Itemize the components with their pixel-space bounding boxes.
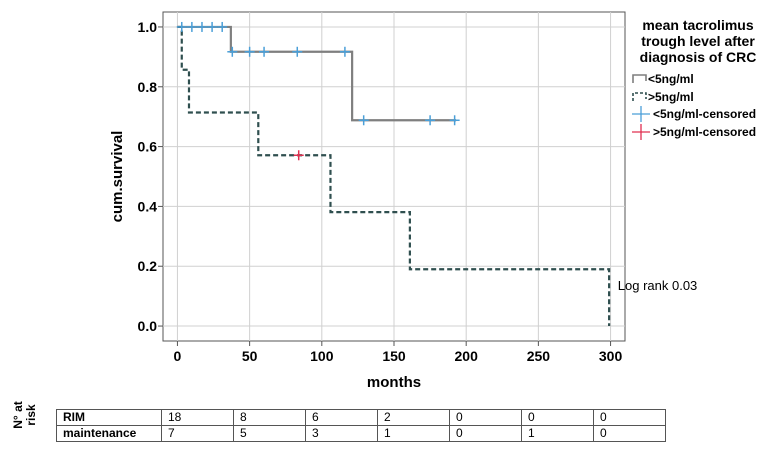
legend-label: >5ng/ml xyxy=(648,90,694,104)
risk-table-label-text: N° at risk xyxy=(11,401,38,429)
log-rank-annotation: Log rank 0.03 xyxy=(618,278,698,293)
risk-row-label: maintenance xyxy=(56,425,162,442)
x-tick-label: 300 xyxy=(599,348,623,364)
risk-count-cell: 0 xyxy=(449,425,522,442)
risk-count-cell: 0 xyxy=(593,425,666,442)
y-tick-label: 0.4 xyxy=(138,198,158,214)
risk-table-label: N° at risk xyxy=(2,392,48,438)
y-tick-label: 0.2 xyxy=(138,258,158,274)
risk-count-cell: 0 xyxy=(593,409,666,426)
risk-count-cell: 6 xyxy=(305,409,378,426)
legend-label: >5ng/ml-censored xyxy=(653,125,756,139)
legend-swatch xyxy=(632,74,647,83)
risk-count-cell: 0 xyxy=(449,409,522,426)
risk-table-row: maintenance 7 5 3 1 0 1 0 xyxy=(56,425,666,442)
risk-count-cell: 18 xyxy=(161,409,234,426)
x-tick-label: 200 xyxy=(455,348,479,364)
risk-count-cell: 8 xyxy=(233,409,306,426)
x-tick-labels: 0 50 100 150 200 250 300 xyxy=(174,348,623,364)
risk-count-cell: 1 xyxy=(377,425,450,442)
y-tick-labels: 0.0 0.2 0.4 0.6 0.8 1.0 xyxy=(138,19,158,334)
y-tick-label: 1.0 xyxy=(138,19,158,35)
number-at-risk-table: RIM 18 8 6 2 0 0 0 maintenance 7 5 3 1 0 1 0 xyxy=(56,409,666,442)
risk-count-cell: 5 xyxy=(233,425,306,442)
y-axis-label: cum.survival xyxy=(109,131,126,223)
annotations: Log rank 0.03 xyxy=(618,278,698,293)
gridlines xyxy=(158,12,625,346)
risk-row-label: RIM xyxy=(56,409,162,426)
km-chart: 0 50 100 150 200 250 300 0.0 0.2 0.4 0.6 0.8 1.0 mo… xyxy=(109,11,756,391)
x-tick-label: 100 xyxy=(310,348,334,364)
legend: mean tacrolimus trough level after diagnos… xyxy=(632,17,756,140)
risk-count-cell: 0 xyxy=(521,409,594,426)
risk-count-cell: 2 xyxy=(377,409,450,426)
risk-count-cell: 1 xyxy=(521,425,594,442)
x-tick-label: 50 xyxy=(242,348,258,364)
risk-count-cell: 7 xyxy=(161,425,234,442)
x-tick-label: 150 xyxy=(382,348,406,364)
x-axis-label: months xyxy=(367,374,421,391)
risk-table-row: RIM 18 8 6 2 0 0 0 xyxy=(56,409,666,426)
series-line xyxy=(177,25,611,327)
y-tick-label: 0.0 xyxy=(138,318,158,334)
legend-swatch xyxy=(632,92,647,101)
y-tick-label: 0.8 xyxy=(138,79,158,95)
risk-count-cell: 3 xyxy=(305,425,378,442)
legend-label: <5ng/ml-censored xyxy=(653,107,756,121)
y-tick-label: 0.6 xyxy=(138,139,158,155)
legend-label: <5ng/ml xyxy=(648,72,694,86)
x-tick-label: 250 xyxy=(527,348,551,364)
censor-marks xyxy=(176,21,460,161)
legend-title: mean tacrolimus trough level after diagnos… xyxy=(640,17,757,65)
x-tick-label: 0 xyxy=(174,348,182,364)
